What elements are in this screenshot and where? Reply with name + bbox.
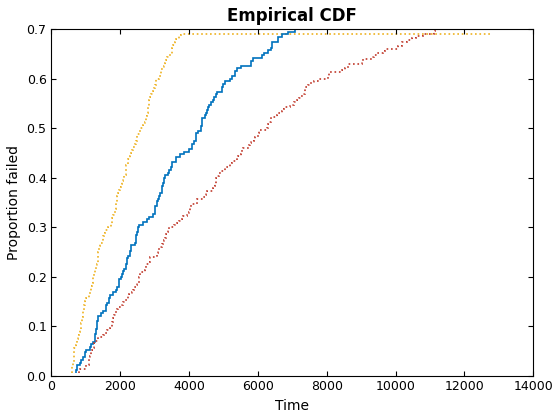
X-axis label: Time: Time xyxy=(276,399,309,413)
Y-axis label: Proportion failed: Proportion failed xyxy=(7,145,21,260)
Title: Empirical CDF: Empirical CDF xyxy=(227,7,357,25)
